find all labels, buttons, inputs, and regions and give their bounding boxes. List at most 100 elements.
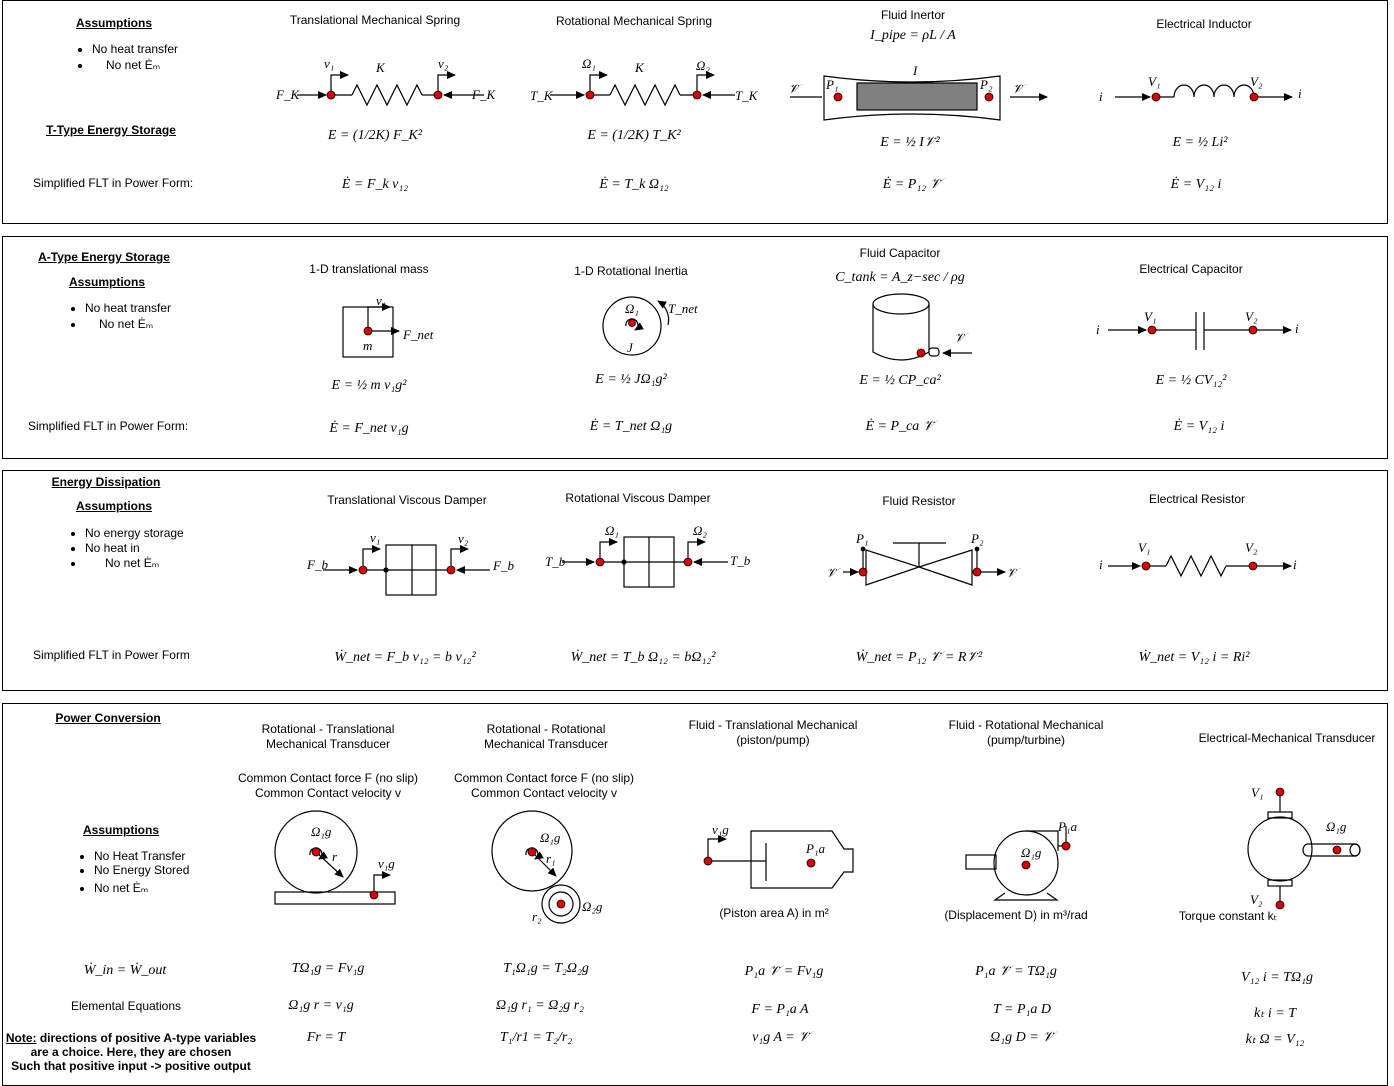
- label-c: V₂: [1245, 309, 1258, 324]
- label-out: i: [1293, 557, 1297, 572]
- transducer-equation: kₜ Ω = V₁₂: [1245, 1032, 1305, 1047]
- label-b: K: [634, 60, 645, 75]
- energy-equation: E = ½ JΩ₁g²: [595, 372, 667, 387]
- assumptions-list: No heat transfer No net Ėₘ: [67, 300, 171, 332]
- panel-t-type: [2, 0, 1388, 224]
- transducer-equation: T = P₁a D: [992, 1002, 1052, 1017]
- label-c: V₂: [1250, 892, 1263, 907]
- power-equation: Ẇ_net = V₁₂ i = Ri²: [1138, 650, 1250, 665]
- label-out: F_K: [471, 87, 496, 102]
- note-text: Such that positive input -> positive out…: [11, 1059, 251, 1073]
- column-title: (piston/pump): [736, 733, 810, 747]
- power-equation: Ė = V₁₂ i: [1170, 177, 1222, 192]
- assumption-item: No net Ėₘ: [85, 555, 184, 571]
- capacitor-diagram: [1108, 312, 1292, 350]
- label-out: 𝒱̇: [1006, 565, 1021, 580]
- column-title: Rotational Viscous Damper: [565, 491, 711, 505]
- section-title: Energy Dissipation: [51, 475, 161, 489]
- panel-dissipation: [2, 470, 1388, 691]
- label-b: P₁a: [805, 841, 825, 856]
- label-b: Ω₁g: [1021, 845, 1042, 860]
- column-title: Translational Viscous Damper: [327, 493, 487, 507]
- fluid-inertor-diagram: [790, 75, 1048, 121]
- node-dot: [984, 92, 994, 102]
- note-label: Note:: [5, 1031, 37, 1045]
- assumptions-heading: Assumptions: [68, 275, 146, 289]
- transducer-equation: v₁g A = 𝒱̇: [752, 1030, 810, 1045]
- power-equation: Ė = V₁₂ i: [1173, 419, 1225, 434]
- assumption-item: No net Ėₘ: [85, 316, 171, 332]
- column-title: Fluid Capacitor: [859, 246, 941, 260]
- rotational-translational-diagram: [274, 810, 396, 905]
- fluid-capacitor-diagram: [872, 293, 972, 361]
- energy-equation: E = ½ Li²: [1172, 135, 1228, 150]
- node-dot: [363, 326, 373, 336]
- transducer-equation: P₁a 𝒱̇ = Fv₁g: [744, 964, 824, 979]
- node-dot: [916, 348, 926, 358]
- node-dot: [369, 890, 379, 900]
- energy-equation: E = (1/2K) T_K²: [587, 128, 681, 143]
- fluid-resistor-diagram: [843, 542, 1006, 586]
- motor-diagram: [1247, 787, 1361, 910]
- column-title: Electrical Capacitor: [1139, 262, 1243, 276]
- label-b: r₁: [546, 851, 556, 866]
- note-text: directions of positive A-type variables: [36, 1031, 257, 1045]
- flt-label: Simplified FLT in Power Form:: [33, 176, 194, 190]
- node-dot: [1248, 561, 1258, 571]
- label-c: T_net: [668, 301, 698, 316]
- label-b: I: [912, 63, 918, 78]
- column-title: Fluid Inertor: [880, 8, 946, 22]
- node-dot: [858, 567, 868, 577]
- flt-label: Simplified FLT in Power Form: [33, 648, 190, 662]
- power-equation: Ė = T_net Ω₁g: [589, 419, 673, 434]
- node-dot: [1147, 325, 1157, 335]
- power-equation: Ẇ_net = P₁₂ 𝒱̇ = R𝒱̇²: [855, 650, 983, 665]
- label-c: V₂: [1250, 74, 1263, 89]
- node-dot: [1151, 92, 1161, 102]
- label-b: J: [627, 340, 634, 355]
- column-title: Fluid - Translational Mechanical: [688, 718, 858, 732]
- label-a: v₁g: [712, 822, 729, 837]
- label-out: i: [1295, 321, 1299, 336]
- label-d: r₂: [532, 909, 542, 924]
- column-title: Fluid - Rotational Mechanical: [948, 718, 1104, 732]
- transducer-equation: Ω₁g D = 𝒱̇: [990, 1030, 1054, 1045]
- node-dot: [527, 847, 537, 857]
- node-dot: [972, 567, 982, 577]
- label-out: T_K: [735, 88, 759, 103]
- label-a: V₁: [1138, 540, 1150, 555]
- label-c: v₂: [438, 56, 449, 71]
- label-a: V₁: [1144, 309, 1156, 324]
- label-a: V₁: [1148, 74, 1160, 89]
- label-out: 𝒱̇: [1012, 81, 1027, 96]
- note: Note: directions of positive A-type vari…: [2, 1031, 260, 1073]
- label-a: Ω₁: [605, 523, 619, 538]
- column-subtitle: Common Contact force F (no slip): [453, 771, 635, 785]
- rotational-inertia-diagram: [602, 296, 670, 356]
- column-title: (pump/turbine): [986, 733, 1066, 747]
- label-c: F_net: [402, 327, 434, 342]
- panel-a-type: [2, 236, 1388, 459]
- node-dot: [1249, 92, 1259, 102]
- node-dot: [433, 90, 443, 100]
- label-b: K: [375, 60, 386, 75]
- energy-equation: E = (1/2K) F_K²: [327, 128, 423, 143]
- column-title: Rotational - Translational: [261, 722, 395, 736]
- node-dot: [1021, 860, 1031, 870]
- power-equation: Ė = F_k v₁₂: [341, 177, 409, 192]
- label-a: V₁: [1251, 785, 1263, 800]
- section-title: Power Conversion: [55, 711, 161, 725]
- section-title: A-Type Energy Storage: [38, 250, 170, 264]
- flt-label: Simplified FLT in Power Form:: [28, 419, 189, 433]
- node-dot: [326, 90, 336, 100]
- label-in: i: [1099, 557, 1103, 572]
- label-out: i: [1298, 86, 1302, 101]
- label-a: v₁: [324, 56, 334, 71]
- label-c: Ω₂g: [582, 899, 603, 914]
- node-dot: [806, 858, 816, 868]
- caption: (Piston area A) in m²: [719, 906, 829, 920]
- node-dot: [703, 856, 713, 866]
- label-in: T_K: [530, 88, 554, 103]
- label-in: 𝒱̇: [826, 565, 841, 580]
- pump-diagram: [965, 826, 1071, 901]
